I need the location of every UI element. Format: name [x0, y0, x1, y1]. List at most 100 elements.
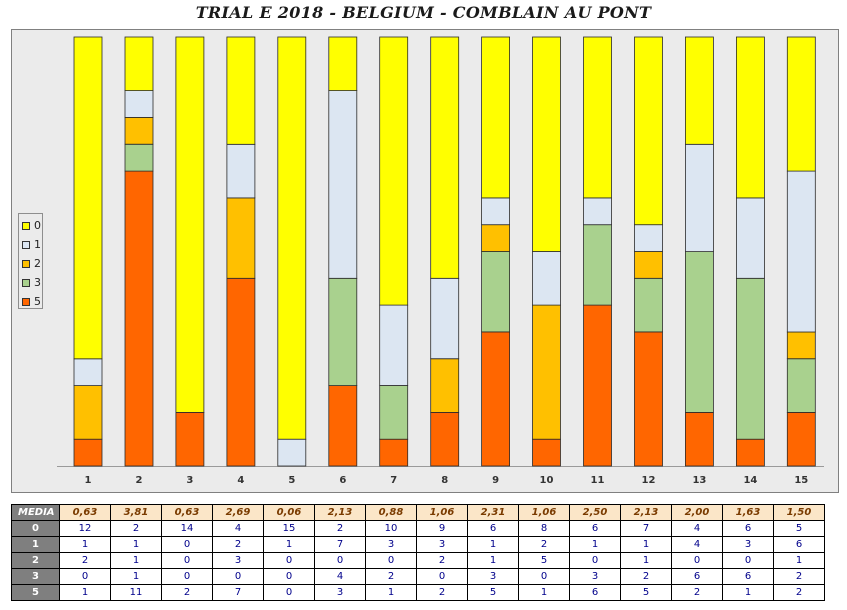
media-cell: 1,50 [773, 504, 825, 521]
bar-segment-2-score-2 [124, 117, 154, 145]
media-cell: 0,88 [365, 504, 417, 521]
table-cell: 1 [467, 552, 519, 569]
bar-segment-15-score-1 [786, 170, 816, 333]
media-cell: 2,13 [314, 504, 366, 521]
table-cell: 5 [773, 520, 825, 537]
bar-segment-2-score-5 [124, 170, 154, 467]
bar-segment-4-score-1 [226, 143, 256, 199]
x-tick-label: 2 [136, 475, 143, 486]
bar-segment-15-score-5 [786, 411, 816, 467]
bar-segment-10-score-0 [532, 36, 561, 252]
table-cell: 12 [59, 520, 111, 537]
table-cell: 5 [620, 584, 672, 601]
table-cell: 1 [620, 536, 672, 553]
media-cell: 0,06 [263, 504, 315, 521]
bar-segment-12-score-0 [634, 36, 663, 226]
table-cell: 0 [263, 584, 315, 601]
table-cell: 3 [416, 536, 468, 553]
table-cell: 2 [416, 584, 468, 601]
bar-segment-1-score-0 [73, 36, 103, 360]
row-label: 0 [11, 520, 60, 537]
bar-segment-1-score-5 [73, 438, 103, 467]
bar-segment-13-score-0 [685, 36, 714, 145]
bar-segment-4-score-5 [226, 277, 256, 467]
x-tick-label: 9 [492, 475, 499, 486]
table-cell: 0 [212, 568, 264, 585]
bar-segment-13-score-5 [685, 411, 714, 467]
table-cell: 0 [518, 568, 570, 585]
x-tick-label: 11 [591, 475, 605, 486]
x-tick-label: 4 [237, 475, 244, 486]
bar-segment-1-score-2 [73, 385, 103, 440]
bar-segment-9-score-0 [481, 36, 511, 199]
legend-label: 1 [34, 238, 41, 251]
legend-item-3: 3 [19, 273, 42, 292]
x-tick-label: 12 [642, 475, 656, 486]
legend-label: 2 [34, 257, 41, 270]
table-cell: 2 [365, 568, 417, 585]
media-cell: 0,63 [161, 504, 213, 521]
bar-segment-12-score-3 [634, 277, 663, 333]
bar-segment-12-score-2 [634, 251, 663, 279]
table-cell: 0 [314, 552, 366, 569]
table-cell: 2 [212, 536, 264, 553]
bar-segment-14-score-5 [736, 438, 765, 467]
media-cell: 2,50 [569, 504, 621, 521]
bar-segment-5-score-1 [277, 438, 307, 467]
table-cell: 0 [161, 552, 213, 569]
table-cell: 6 [773, 536, 825, 553]
table-cell: 1 [110, 552, 162, 569]
table-cell: 2 [671, 584, 723, 601]
bar-segment-13-score-3 [685, 251, 714, 413]
table-cell: 1 [467, 536, 519, 553]
table-cell: 2 [110, 520, 162, 537]
bar-segment-2-score-3 [124, 143, 154, 172]
table-cell: 0 [416, 568, 468, 585]
bar-segment-6-score-3 [328, 277, 358, 387]
table-row-score-5: 5 1 11 2 7 0 3 1 2 5 1 6 5 2 1 2 [11, 584, 825, 601]
bar-segment-4-score-2 [226, 197, 256, 279]
table-cell: 0 [161, 568, 213, 585]
bar-segment-2-score-1 [124, 90, 154, 118]
legend: 0 1 2 3 5 [18, 213, 43, 309]
legend-swatch [22, 221, 30, 230]
bar-segment-7-score-5 [379, 438, 409, 467]
stacked-bar-chart: 1 2 3 4 5 6 7 8 9 10 11 12 13 14 15 [57, 36, 824, 486]
table-cell: 1 [59, 584, 111, 601]
table-cell: 3 [314, 584, 366, 601]
table-cell: 0 [263, 568, 315, 585]
bar-segment-1-score-1 [73, 358, 103, 386]
table-cell: 6 [671, 568, 723, 585]
table-cell: 1 [722, 584, 774, 601]
data-table: MEDIA 0,63 3,81 0,63 2,69 0,06 2,13 0,88 1,06 2,3… [11, 504, 825, 601]
media-row-label: MEDIA [11, 504, 60, 521]
media-cell: 2,13 [620, 504, 672, 521]
bar-segment-6-score-1 [328, 90, 358, 279]
table-cell: 4 [671, 536, 723, 553]
legend-swatch [22, 297, 30, 306]
table-cell: 7 [620, 520, 672, 537]
table-cell: 1 [59, 536, 111, 553]
table-cell: 3 [569, 568, 621, 585]
table-cell: 2 [620, 568, 672, 585]
table-cell: 2 [773, 584, 825, 601]
table-cell: 15 [263, 520, 315, 537]
plot-area: 1 2 3 4 5 6 7 8 9 10 11 12 13 14 15 [11, 29, 839, 493]
legend-item-0: 0 [19, 216, 42, 235]
bar-segment-12-score-5 [634, 331, 663, 467]
table-cell: 2 [773, 568, 825, 585]
x-tick-label: 14 [743, 475, 757, 486]
table-row-score-0: 0 12 2 14 4 15 2 10 9 6 8 6 7 4 6 5 [11, 520, 825, 537]
x-tick-label: 3 [186, 475, 193, 486]
row-label: 3 [11, 568, 60, 585]
table-cell: 1 [773, 552, 825, 569]
table-cell: 7 [212, 584, 264, 601]
table-cell: 6 [722, 520, 774, 537]
media-cell: 2,00 [671, 504, 723, 521]
row-label: 1 [11, 536, 60, 553]
bar-segment-15-score-0 [786, 36, 816, 172]
table-cell: 4 [671, 520, 723, 537]
